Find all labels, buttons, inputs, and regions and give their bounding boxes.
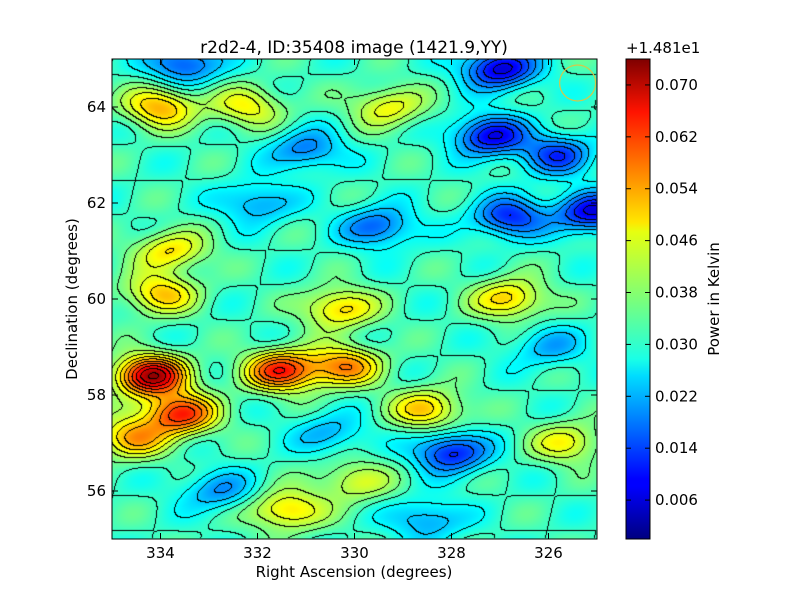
y-tick-label: 62 <box>87 194 106 212</box>
colorbar: 0.006 0.014 0.022 0.030 0.038 0.046 0.054 0.062… <box>625 39 723 540</box>
beam-marker <box>558 64 597 102</box>
y-tick-label: 56 <box>87 482 106 500</box>
colorbar-tick-label: 0.006 <box>655 491 698 509</box>
colorbar-tick-label: 0.022 <box>655 387 698 405</box>
y-tick-label: 58 <box>87 386 106 404</box>
x-tick-label: 332 <box>243 544 272 562</box>
x-tick-label: 326 <box>534 544 563 562</box>
plot-area: 334 332 330 328 326 56 58 60 62 64 <box>87 58 598 562</box>
y-axis-label: Declination (degrees) <box>63 218 81 380</box>
y-tick-label: 64 <box>87 98 106 116</box>
x-axis-label: Right Ascension (degrees) <box>256 563 453 581</box>
colorbar-label: Power in Kelvin <box>705 242 723 356</box>
heatmap-image <box>112 59 597 539</box>
x-tick-label: 328 <box>437 544 466 562</box>
x-axis: 334 332 330 328 326 <box>146 59 563 562</box>
colorbar-ticks: 0.006 0.014 0.022 0.030 0.038 0.046 0.054 0.062… <box>626 76 698 509</box>
y-tick-label: 60 <box>87 290 106 308</box>
y-axis: 56 58 60 62 64 <box>87 98 597 500</box>
colorbar-offset-text: +1.481e1 <box>626 39 700 57</box>
colorbar-tick-label: 0.046 <box>655 232 698 250</box>
colorbar-tick-label: 0.014 <box>655 439 698 457</box>
x-tick-label: 330 <box>340 544 369 562</box>
chart-title: r2d2-4, ID:35408 image (1421.9,YY) <box>200 38 508 58</box>
colorbar-tick-label: 0.062 <box>655 128 698 146</box>
x-tick-label: 334 <box>146 544 175 562</box>
colorbar-tick-label: 0.054 <box>655 180 698 198</box>
colorbar-gradient <box>625 58 651 540</box>
colorbar-tick-label: 0.070 <box>655 76 698 94</box>
colorbar-tick-label: 0.038 <box>655 284 698 302</box>
colorbar-tick-label: 0.030 <box>655 335 698 353</box>
